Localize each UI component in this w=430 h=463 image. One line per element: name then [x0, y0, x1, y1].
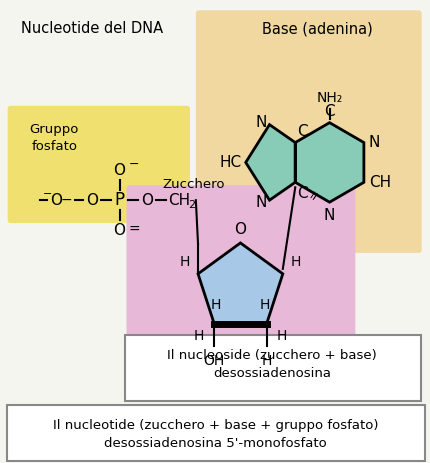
- Text: O: O: [114, 163, 125, 178]
- Text: Gruppo
fosfato: Gruppo fosfato: [29, 123, 79, 153]
- Text: CH: CH: [368, 175, 390, 190]
- Text: C: C: [297, 186, 307, 201]
- Text: H: H: [276, 329, 286, 343]
- Text: Il nucleoside (zucchero + base)
desossiadenosina: Il nucleoside (zucchero + base) desossia…: [167, 349, 376, 380]
- Text: P: P: [114, 191, 124, 209]
- Text: 2: 2: [188, 200, 195, 210]
- Text: N: N: [323, 208, 335, 223]
- Text: N: N: [255, 194, 266, 210]
- Text: O: O: [50, 193, 62, 208]
- Text: −: −: [60, 193, 72, 207]
- Text: O: O: [114, 223, 125, 238]
- Text: −: −: [43, 189, 52, 199]
- Text: H: H: [290, 255, 301, 269]
- Polygon shape: [197, 243, 282, 324]
- Text: O: O: [86, 193, 98, 208]
- Text: −: −: [128, 158, 138, 171]
- Text: OH: OH: [203, 354, 224, 368]
- FancyBboxPatch shape: [8, 106, 190, 223]
- Text: O: O: [234, 222, 246, 237]
- Text: N: N: [368, 135, 379, 150]
- FancyBboxPatch shape: [6, 405, 424, 461]
- Text: =: =: [128, 223, 140, 237]
- Text: Il nucleotide (zucchero + base + gruppo fosfato)
desossiadenosina 5'-monofosfato: Il nucleotide (zucchero + base + gruppo …: [53, 419, 378, 450]
- Text: Base (adenina): Base (adenina): [262, 21, 372, 36]
- Text: H: H: [259, 298, 269, 312]
- Text: Nucleotide del DNA: Nucleotide del DNA: [21, 21, 163, 36]
- FancyBboxPatch shape: [124, 335, 420, 401]
- Polygon shape: [245, 125, 295, 200]
- Text: =: =: [305, 187, 322, 203]
- Text: C: C: [323, 104, 334, 119]
- Text: NH₂: NH₂: [316, 91, 342, 105]
- Text: O: O: [141, 193, 153, 208]
- Text: H: H: [194, 329, 204, 343]
- Text: N: N: [255, 115, 266, 130]
- Text: HC: HC: [219, 155, 241, 170]
- Text: C: C: [297, 124, 307, 138]
- FancyBboxPatch shape: [126, 185, 354, 368]
- Text: Zucchero: Zucchero: [162, 178, 224, 191]
- Polygon shape: [295, 123, 363, 202]
- Text: H: H: [261, 354, 271, 368]
- FancyBboxPatch shape: [195, 10, 421, 253]
- Text: CH: CH: [168, 193, 190, 208]
- Text: H: H: [179, 255, 190, 269]
- Text: H: H: [211, 298, 221, 312]
